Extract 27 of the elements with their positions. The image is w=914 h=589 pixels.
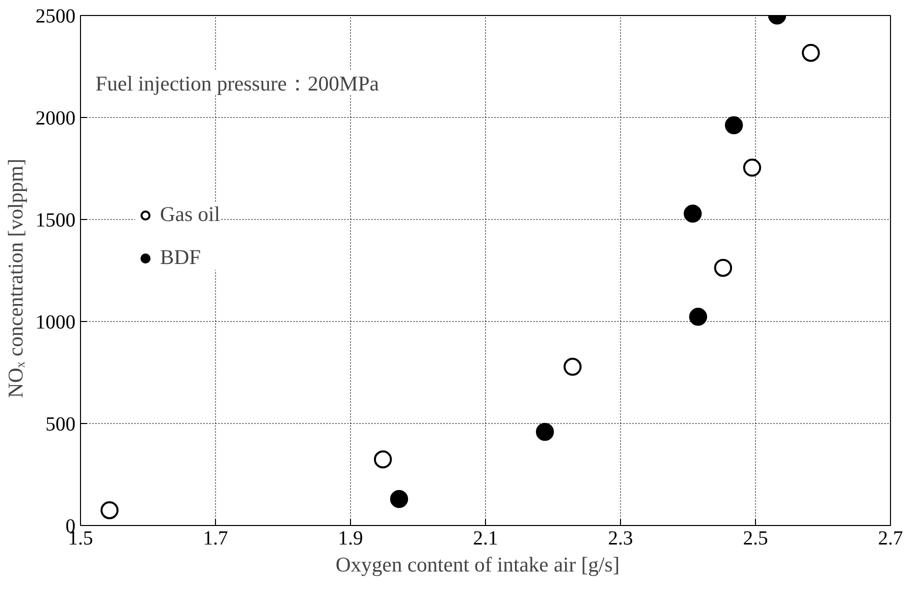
- y-tick-label: 2500: [36, 6, 76, 28]
- point: [374, 450, 392, 468]
- point: [100, 501, 119, 520]
- y-tick-label: 2000: [36, 108, 76, 130]
- point: [714, 258, 732, 277]
- point: [743, 158, 762, 177]
- point: [684, 204, 702, 223]
- point: [536, 422, 554, 441]
- y-tick-label: 1500: [36, 210, 76, 232]
- x-tick-label: 1.7: [203, 528, 228, 550]
- y-tick-label: 1000: [36, 312, 76, 334]
- x-tick-label: 2.7: [878, 528, 903, 550]
- x-tick-label: 1.9: [338, 528, 363, 550]
- x-axis-title: Oxygen content of intake air [g/s]: [336, 552, 620, 576]
- point: [802, 44, 820, 62]
- point: [689, 308, 708, 326]
- point: [724, 116, 743, 134]
- point: [564, 358, 582, 376]
- legend-label: Gas oil: [160, 202, 220, 227]
- x-tick-label: 2.1: [473, 528, 498, 550]
- x-tick-label: 2.3: [608, 528, 633, 550]
- y-tick-label: 500: [46, 414, 76, 436]
- y-axis-title: NOₓ concentration [volppm]: [4, 158, 28, 398]
- legend-label: BDF: [160, 245, 201, 270]
- point: [390, 490, 408, 508]
- annotation: Fuel injection pressure：200MPa: [96, 72, 380, 96]
- x-tick-label: 2.5: [743, 528, 768, 550]
